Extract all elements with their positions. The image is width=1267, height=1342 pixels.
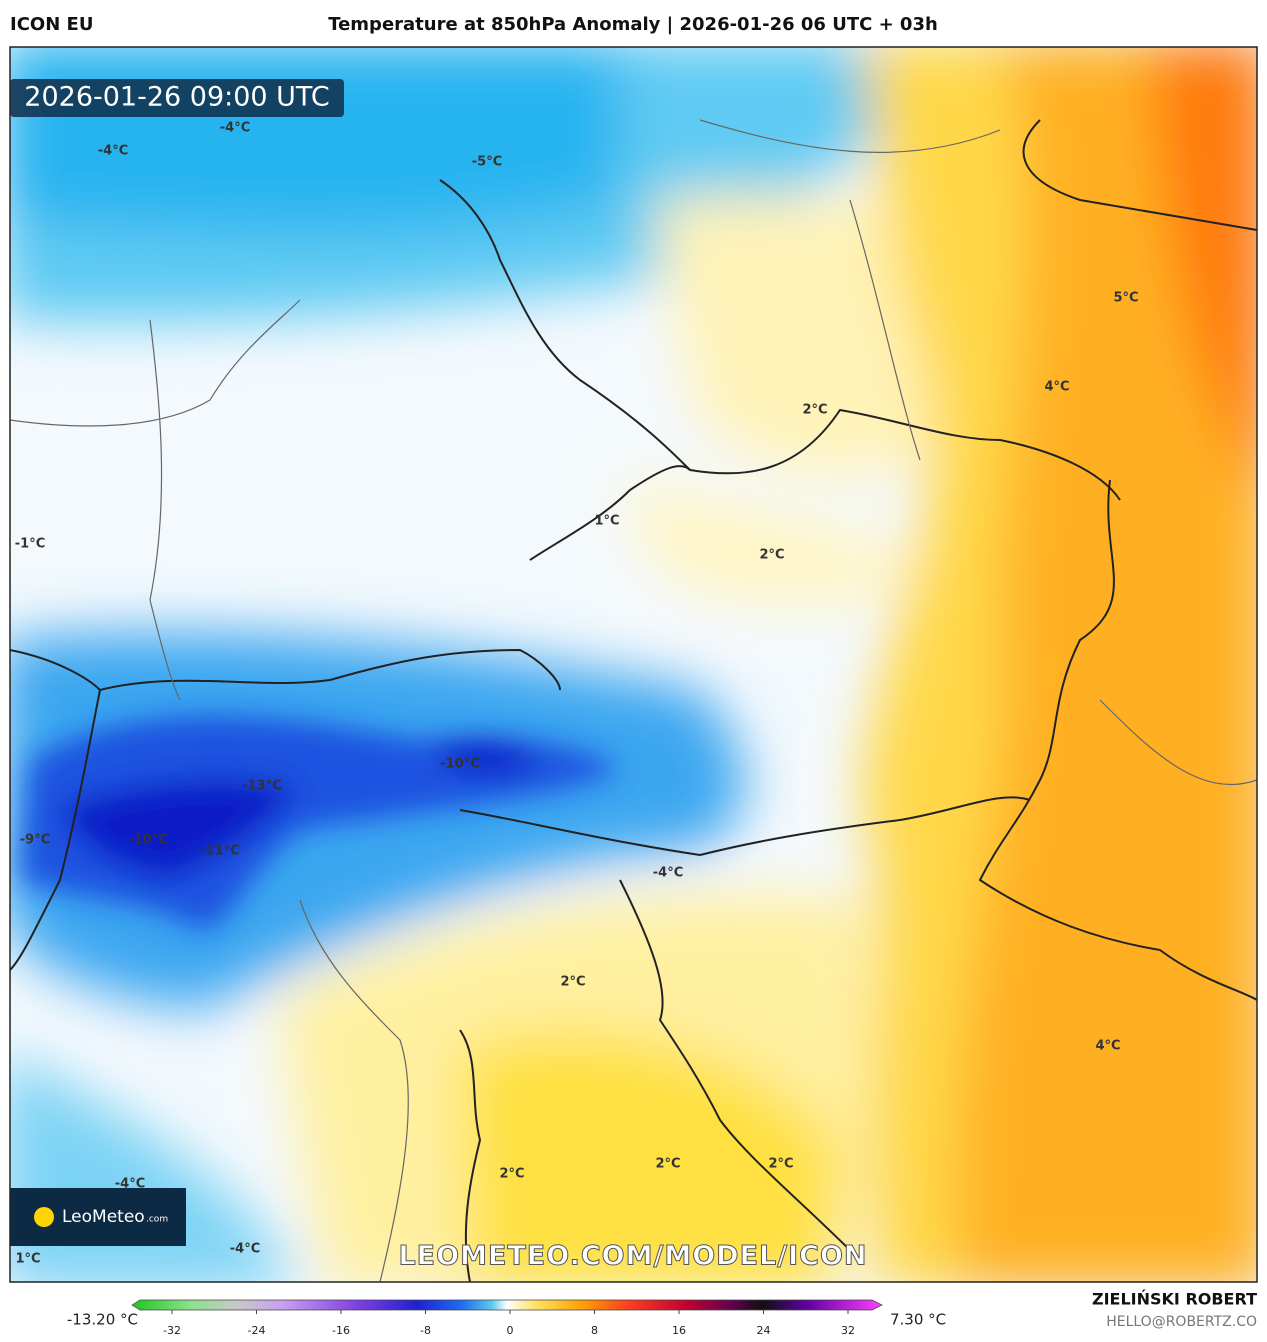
logo-suffix: .com (146, 1215, 168, 1225)
title: Temperature at 850hPa Anomaly | 2026-01-… (328, 14, 938, 35)
map: -4°C -4°C -5°C 5°C 4°C 2°C 1°C -1°C 2°C -10°C -13°… (10, 47, 1257, 1282)
email: HELLO@ROBERTZ.CO (1106, 1314, 1257, 1330)
map-label: -10°C (128, 833, 168, 848)
map-label: 5°C (1113, 291, 1138, 306)
colorbar (131, 1299, 883, 1311)
map-label: 2°C (560, 975, 585, 990)
map-label: 1°C (15, 1252, 40, 1267)
map-label: -4°C (98, 144, 128, 159)
map-label: 2°C (768, 1157, 793, 1172)
map-label: -5°C (472, 155, 502, 170)
timestamp: 2026-01-26 09:00 UTC (24, 82, 329, 113)
colorbar-max: 7.30 °C (890, 1311, 946, 1329)
watermark: LEOMETEO.COM/MODEL/ICON (398, 1241, 867, 1272)
map-label: 2°C (759, 548, 784, 563)
map-label: -13°C (242, 779, 282, 794)
author: ZIELIŃSKI ROBERT (1092, 1290, 1257, 1309)
colorbar-tick-label: -32 (163, 1324, 181, 1337)
colorbar-tick-label: 8 (591, 1324, 598, 1337)
map-label: 2°C (802, 403, 827, 418)
colorbar-tick-label: -24 (248, 1324, 266, 1337)
map-label: -4°C (230, 1242, 260, 1257)
colorbar-tick-label: 32 (841, 1324, 855, 1337)
map-label: 4°C (1044, 380, 1069, 395)
map-label: -9°C (20, 833, 50, 848)
map-label: 1°C (594, 514, 619, 529)
map-label: -4°C (115, 1177, 145, 1192)
map-label: -4°C (653, 866, 683, 881)
map-label: -11°C (200, 844, 240, 859)
map-labels: -4°C -4°C -5°C 5°C 4°C 2°C 1°C -1°C 2°C -10°C -13°… (15, 121, 1139, 1267)
map-label: 4°C (1095, 1039, 1120, 1054)
map-label: -1°C (15, 537, 45, 552)
map-label: -4°C (220, 121, 250, 136)
map-label: -10°C (440, 757, 480, 772)
map-label: 2°C (499, 1167, 524, 1182)
colorbar-tick-label: 16 (672, 1324, 686, 1337)
colorbar-tick-label: -8 (420, 1324, 431, 1337)
logo-name: LeoMeteo (62, 1207, 145, 1227)
map-label: 2°C (655, 1157, 680, 1172)
model-name: ICON EU (10, 14, 93, 35)
colorbar-tick-label: -16 (332, 1324, 350, 1337)
colorbar-ticks: -32 -24 -16 -8 0 8 16 24 32 (163, 1310, 855, 1337)
colorbar-tick-label: 24 (757, 1324, 771, 1337)
colorbar-min: -13.20 °C (67, 1311, 138, 1329)
colorbar-tick-label: 0 (507, 1324, 514, 1337)
